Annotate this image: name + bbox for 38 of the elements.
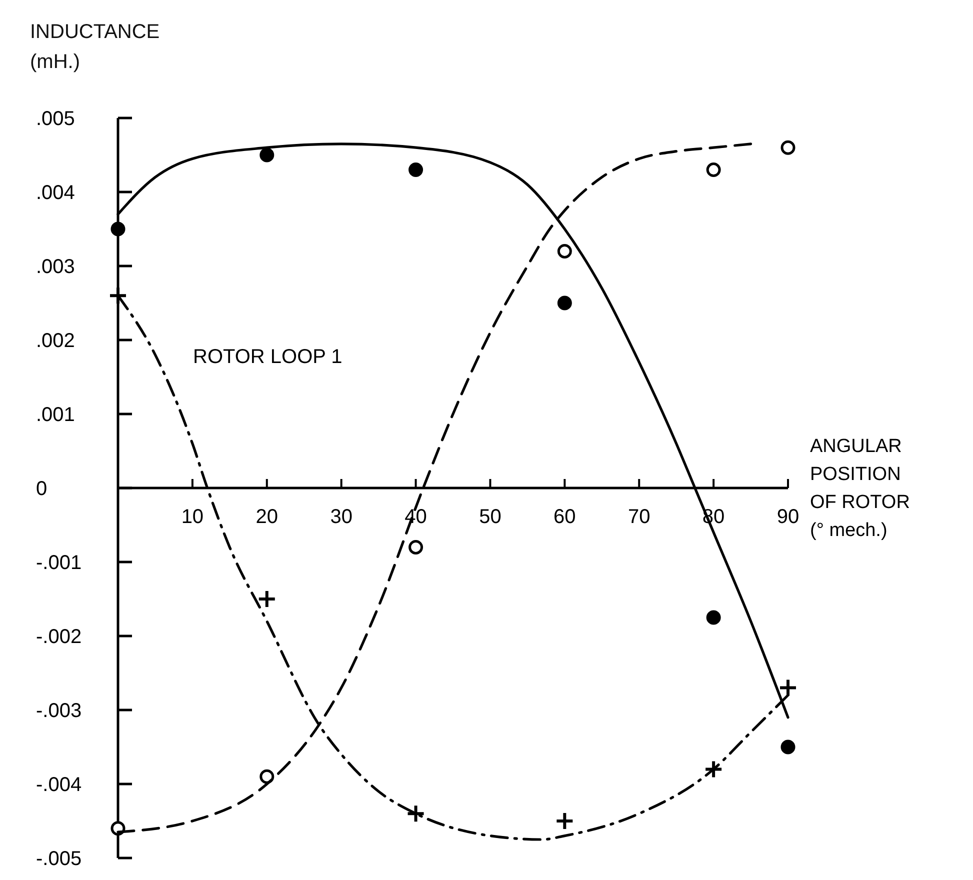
point xyxy=(260,148,274,162)
y-tick-label: -.004 xyxy=(36,774,82,796)
y-tick-label: .001 xyxy=(36,404,75,426)
x-tick-label: 20 xyxy=(256,506,278,528)
point xyxy=(778,678,798,698)
x-tick-label: 30 xyxy=(330,506,352,528)
y-axis-title: INDUCTANCE (mH.) xyxy=(30,21,160,73)
point xyxy=(780,140,796,155)
annotation: ROTOR LOOP 1 xyxy=(193,346,342,368)
point xyxy=(408,540,424,554)
point xyxy=(706,610,721,625)
y-tick-label: .003 xyxy=(36,256,75,278)
point xyxy=(557,244,572,258)
point xyxy=(257,590,276,608)
y-tick-label: .004 xyxy=(36,182,75,204)
x-tick-label: 50 xyxy=(479,506,502,528)
point xyxy=(110,222,126,236)
point xyxy=(555,812,574,830)
y-tick-label: .002 xyxy=(36,330,75,352)
x-axis-title: ANGULAR POSITION OF ROTOR (° mech.) xyxy=(810,436,910,541)
x-tick-label: 60 xyxy=(554,506,576,528)
point xyxy=(780,740,796,754)
y-tick-label: -.003 xyxy=(36,700,82,722)
y-tick-label: -.002 xyxy=(36,626,82,648)
y-tick-label: -.005 xyxy=(36,848,82,870)
y-tick-label: -.001 xyxy=(36,552,82,574)
x-tick-label: 10 xyxy=(181,506,204,528)
y-tick-label: .005 xyxy=(36,108,75,130)
x-tick-label: 90 xyxy=(776,506,800,528)
point xyxy=(108,286,128,306)
x-tick-label: 70 xyxy=(628,506,650,528)
point xyxy=(260,769,274,784)
point xyxy=(406,804,426,824)
point xyxy=(408,162,424,178)
point xyxy=(704,760,724,779)
point xyxy=(557,296,572,310)
point xyxy=(706,162,721,178)
y-tick-label: 0 xyxy=(36,478,48,500)
